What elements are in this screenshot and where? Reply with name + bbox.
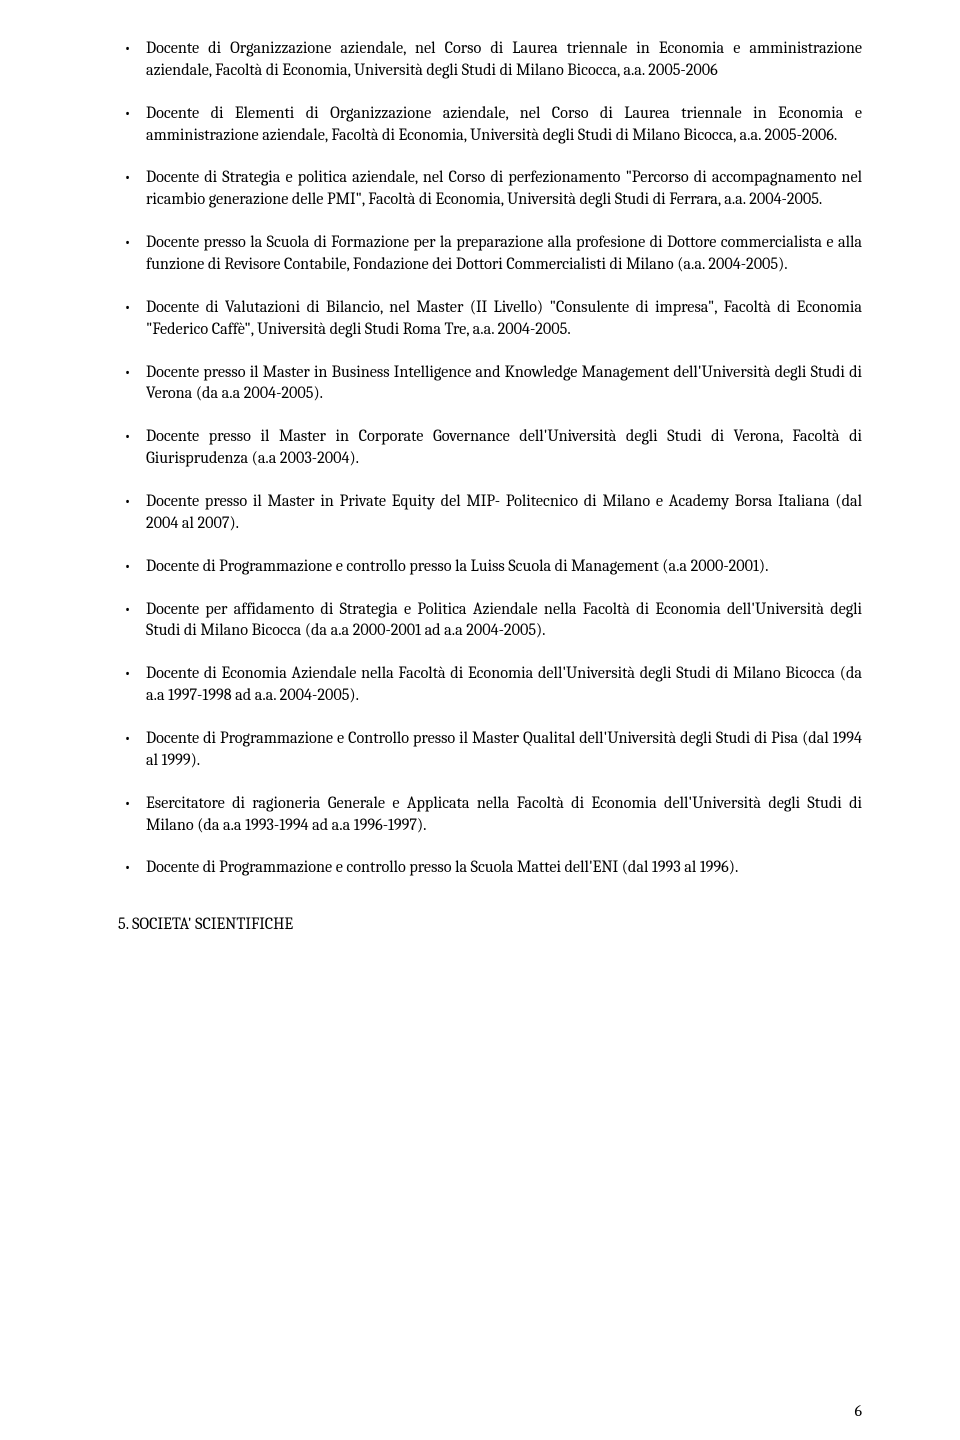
section-heading: 5. SOCIETA' SCIENTIFICHE xyxy=(118,915,862,934)
list-item: Esercitatore di ragioneria Generale e Ap… xyxy=(118,793,862,837)
list-item: Docente di Economia Aziendale nella Faco… xyxy=(118,663,862,707)
list-item: Docente di Strategia e politica aziendal… xyxy=(118,167,862,211)
bullet-list: Docente di Organizzazione aziendale, nel… xyxy=(118,38,862,879)
list-item: Docente di Programmazione e controllo pr… xyxy=(118,857,862,879)
list-item: Docente di Programmazione e controllo pr… xyxy=(118,556,862,578)
list-item: Docente di Programmazione e Controllo pr… xyxy=(118,728,862,772)
list-item: Docente di Valutazioni di Bilancio, nel … xyxy=(118,297,862,341)
list-item: Docente presso il Master in Private Equi… xyxy=(118,491,862,535)
page-number: 6 xyxy=(854,1402,862,1420)
list-item: Docente di Elementi di Organizzazione az… xyxy=(118,103,862,147)
list-item: Docente presso il Master in Business Int… xyxy=(118,362,862,406)
list-item: Docente per affidamento di Strategia e P… xyxy=(118,599,862,643)
list-item: Docente presso il Master in Corporate Go… xyxy=(118,426,862,470)
list-item: Docente di Organizzazione aziendale, nel… xyxy=(118,38,862,82)
list-item: Docente presso la Scuola di Formazione p… xyxy=(118,232,862,276)
